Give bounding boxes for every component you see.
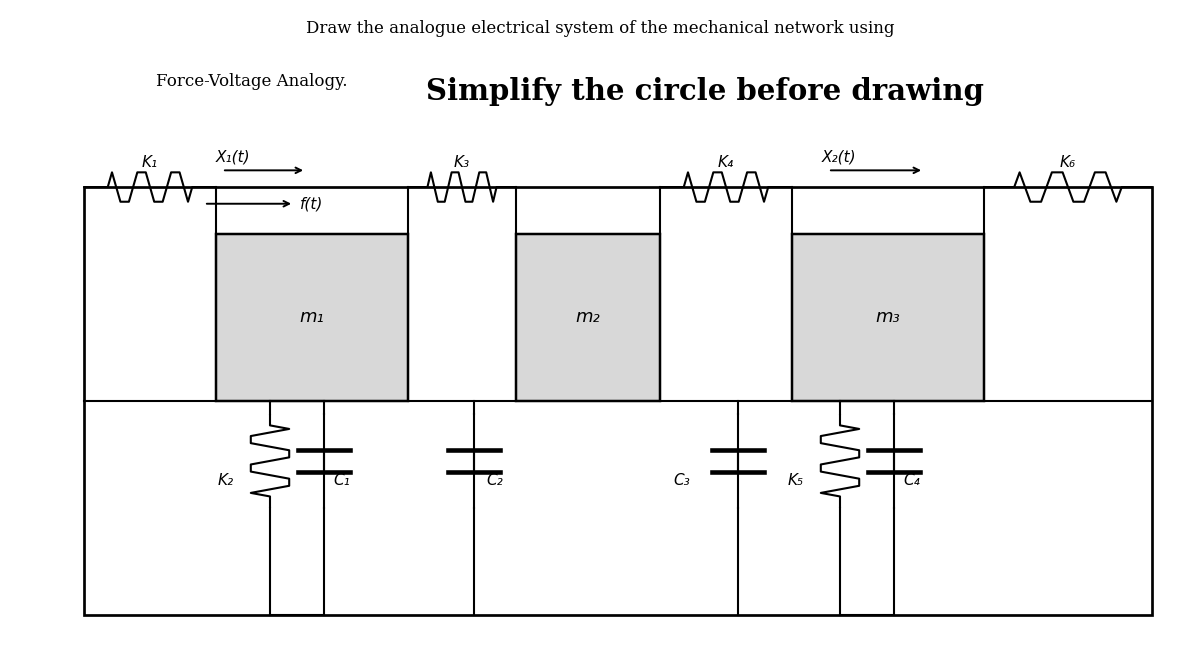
Text: m₂: m₂ xyxy=(576,309,600,326)
Text: m₃: m₃ xyxy=(876,309,900,326)
Text: f(t): f(t) xyxy=(300,196,323,211)
Text: Force-Voltage Analogy.: Force-Voltage Analogy. xyxy=(156,73,348,90)
Bar xyxy=(84,187,1152,615)
Text: C₂: C₂ xyxy=(486,474,503,488)
Text: X₂(t): X₂(t) xyxy=(822,150,857,165)
Text: K₄: K₄ xyxy=(718,156,734,170)
Text: K₁: K₁ xyxy=(142,156,158,170)
Text: C₃: C₃ xyxy=(673,474,690,488)
Text: K₆: K₆ xyxy=(1060,156,1076,170)
Text: X₁(t): X₁(t) xyxy=(216,150,251,165)
Text: C₁: C₁ xyxy=(334,474,350,488)
Bar xyxy=(516,234,660,401)
Bar xyxy=(792,234,984,401)
Text: m₁: m₁ xyxy=(300,309,324,326)
Text: C₄: C₄ xyxy=(904,474,920,488)
Bar xyxy=(216,234,408,401)
Text: Draw the analogue electrical system of the mechanical network using: Draw the analogue electrical system of t… xyxy=(306,20,894,37)
Text: K₂: K₂ xyxy=(218,474,234,488)
Text: Simplify the circle before drawing: Simplify the circle before drawing xyxy=(426,77,984,106)
Text: K₃: K₃ xyxy=(454,156,470,170)
Text: K₅: K₅ xyxy=(788,474,804,488)
